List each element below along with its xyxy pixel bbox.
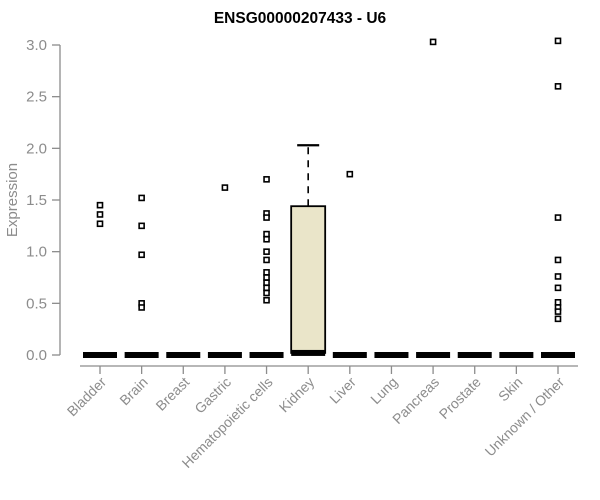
outlier-point (554, 83, 562, 90)
outlier-point (221, 184, 229, 191)
y-tick-label: 0.5 (26, 295, 47, 312)
outlier-point (96, 211, 104, 218)
x-tick-label: Lung (367, 374, 400, 407)
x-tick-label: Kidney (276, 374, 318, 416)
outlier-point (554, 256, 562, 264)
y-axis-label: Expression (4, 163, 21, 237)
outlier-point (138, 251, 145, 259)
outlier-point (554, 214, 562, 221)
y-tick-label: 1.0 (26, 244, 47, 261)
x-tick-label: Prostate (436, 374, 484, 422)
x-tick-label: Unknown / Other (482, 374, 568, 460)
median-bar (83, 352, 117, 358)
median-bar (499, 352, 534, 358)
median-bar (249, 352, 284, 358)
outlier-point (554, 315, 562, 323)
outlier-point (96, 201, 104, 209)
outlier-point (263, 289, 270, 297)
y-tick-label: 0.0 (26, 347, 47, 364)
median-bar (416, 352, 451, 358)
outlier-point (263, 176, 270, 183)
chart-title: ENSG00000207433 - U6 (214, 10, 387, 27)
outlier-point (263, 269, 270, 276)
box (290, 205, 327, 354)
median-bar (166, 352, 201, 358)
median-bar (541, 352, 575, 358)
outlier-point (263, 248, 270, 255)
x-tick-label: Breast (152, 374, 192, 414)
outlier-point (263, 296, 270, 304)
median-bar (291, 349, 326, 356)
median-bar (207, 352, 242, 358)
outlier-point (138, 304, 145, 311)
outlier-point (263, 235, 270, 243)
x-tick-label: Bladder (64, 374, 110, 420)
outlier-point (263, 214, 270, 221)
y-tick-label: 2.0 (26, 140, 47, 157)
y-tick-label: 2.5 (26, 89, 47, 106)
y-tick-label: 1.5 (26, 192, 47, 209)
median-bar (374, 352, 409, 358)
x-tick-label: Liver (326, 374, 359, 407)
outlier-point (554, 37, 562, 45)
outlier-point (96, 220, 104, 228)
outlier-point (263, 284, 270, 292)
median-bar (457, 352, 492, 358)
outlier-point (138, 194, 145, 202)
outlier-point (554, 298, 562, 306)
outlier-point (263, 230, 270, 238)
median-bar (332, 352, 367, 358)
x-tick-label: Skin (495, 374, 526, 405)
outlier-point (263, 274, 270, 281)
outlier-point (554, 308, 562, 315)
outlier-point (263, 256, 270, 264)
median-bar (124, 352, 159, 358)
outlier-point (138, 222, 145, 230)
outlier-point (429, 38, 437, 46)
outlier-point (554, 273, 562, 280)
y-tick-label: 3.0 (26, 37, 47, 54)
outlier-point (263, 279, 270, 286)
outlier-point (554, 284, 562, 292)
outlier-point (346, 170, 354, 178)
x-tick-label: Brain (116, 374, 150, 408)
